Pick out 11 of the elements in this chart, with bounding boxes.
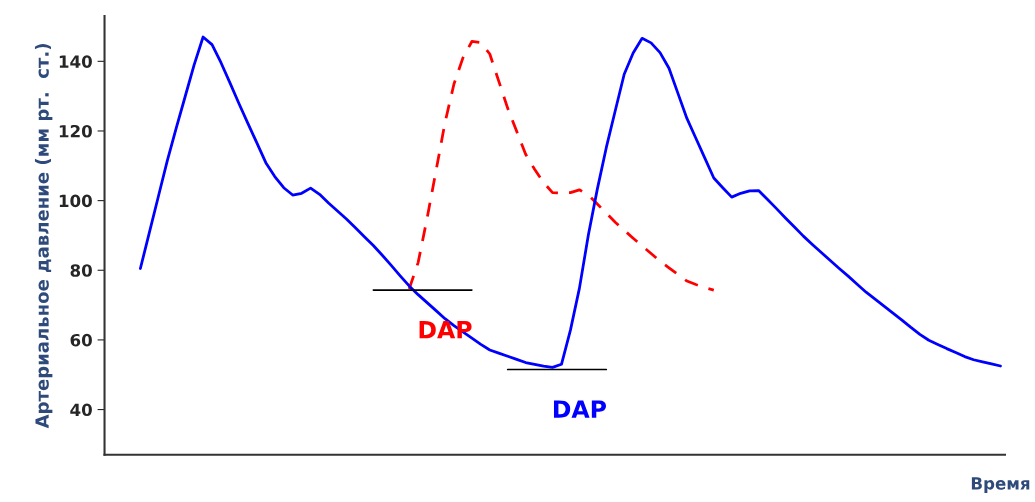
y-tick-label: 100 xyxy=(59,194,92,208)
y-tick-label: 60 xyxy=(70,333,92,347)
annotation: DAP xyxy=(553,400,607,418)
line-series xyxy=(407,40,716,292)
y-tick-label: 140 xyxy=(59,55,92,68)
y-axis-title: Артериальное давление (мм рт. ст.) xyxy=(34,44,53,429)
x-axis-title: Время xyxy=(971,477,1030,493)
y-tick-label: 40 xyxy=(70,403,92,417)
y-tick-label: 120 xyxy=(59,124,92,138)
line-series xyxy=(138,35,1002,369)
y-tick-label: 80 xyxy=(70,264,92,277)
